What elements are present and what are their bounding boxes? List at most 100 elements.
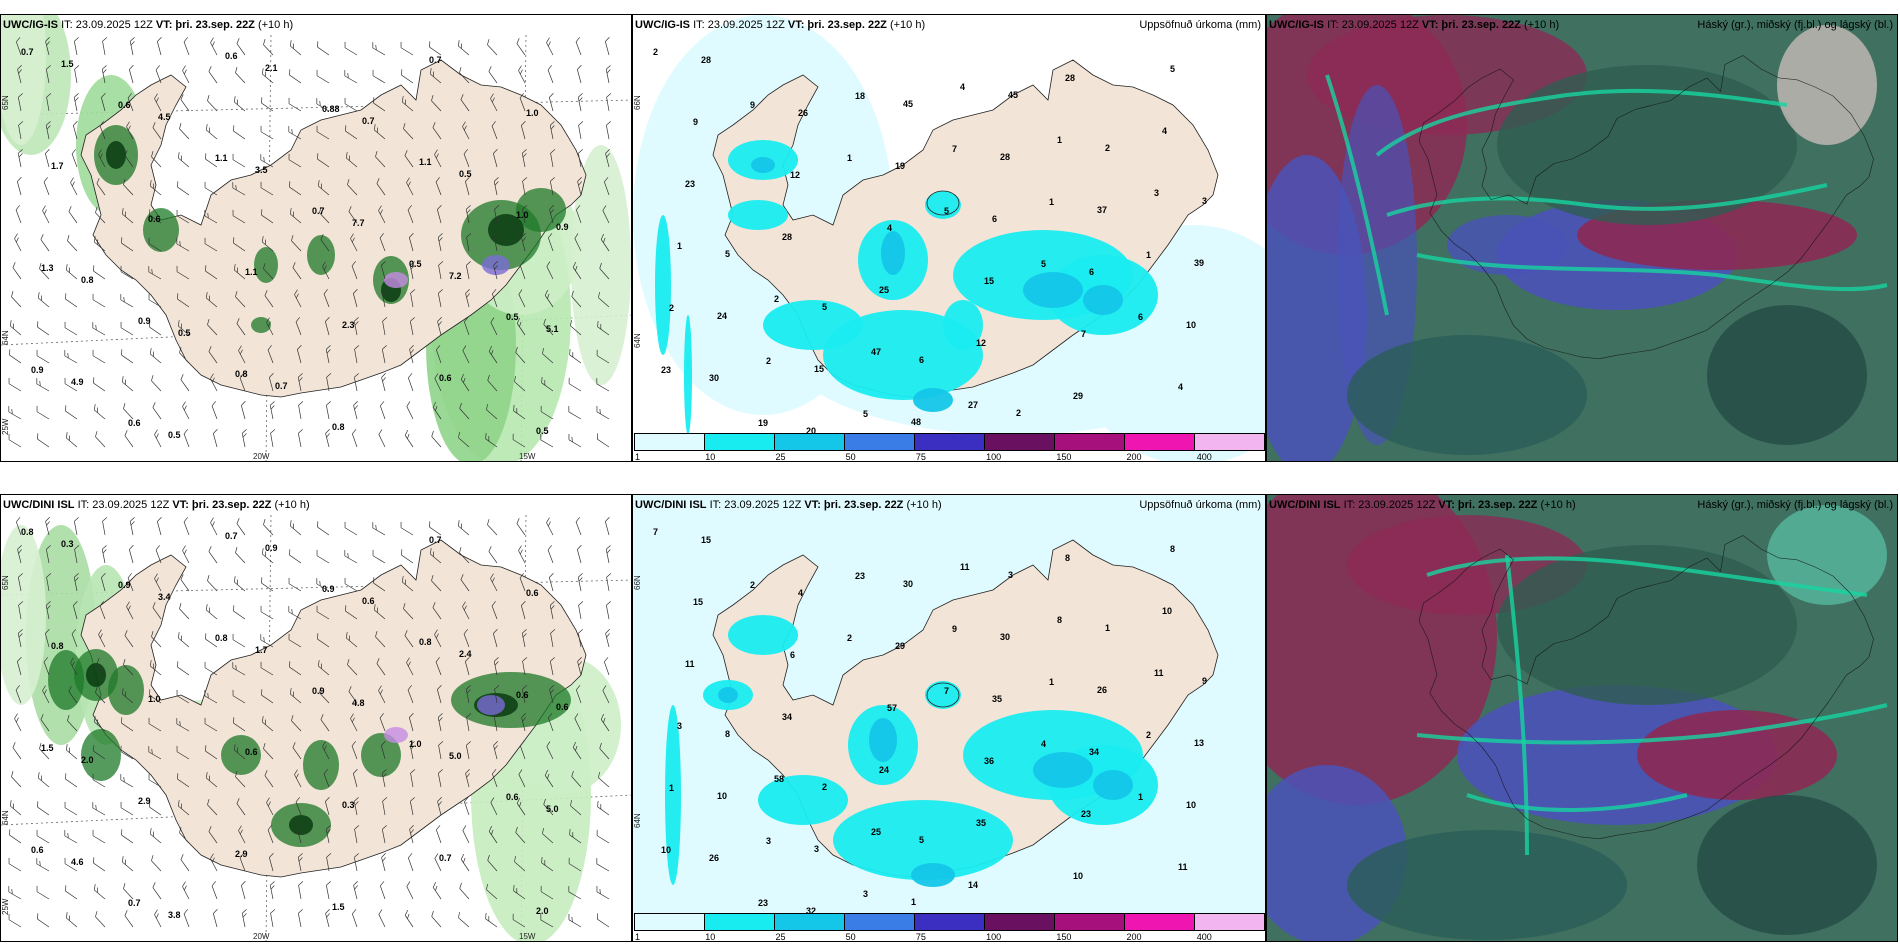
wind-barb bbox=[437, 797, 442, 816]
wind-barb bbox=[518, 769, 526, 788]
wind-barb bbox=[437, 205, 442, 224]
wind-barb bbox=[233, 264, 246, 280]
wind-barb bbox=[17, 65, 22, 84]
wind-barb bbox=[289, 40, 302, 56]
wind-barb bbox=[65, 744, 78, 760]
value-label: 32 bbox=[806, 906, 816, 916]
wind-barb bbox=[18, 601, 24, 620]
wind-barb bbox=[438, 741, 444, 760]
wind-barb bbox=[36, 885, 50, 900]
wind-barb bbox=[45, 65, 51, 84]
value-label: 28 bbox=[782, 232, 792, 242]
wind-barb bbox=[549, 601, 555, 620]
value-label: 9 bbox=[952, 624, 957, 634]
wind-barb bbox=[37, 433, 50, 448]
wind-barb bbox=[297, 429, 303, 448]
value-label: 23 bbox=[685, 179, 695, 189]
legend-swatch bbox=[1195, 914, 1265, 930]
wind-barb bbox=[577, 545, 582, 564]
value-label: 0.5 bbox=[409, 259, 422, 269]
wind-barb bbox=[578, 601, 584, 620]
value-label: 30 bbox=[709, 373, 719, 383]
wind-barb bbox=[570, 799, 582, 816]
wind-barb bbox=[148, 237, 162, 252]
value-label: 3 bbox=[863, 889, 868, 899]
value-label: 11 bbox=[1178, 862, 1188, 872]
wind-barb bbox=[403, 123, 414, 140]
value-label: 1.0 bbox=[148, 694, 161, 704]
wind-barb bbox=[460, 853, 470, 872]
legend-tick-label: 10 bbox=[705, 932, 716, 942]
wind-barb bbox=[381, 741, 386, 760]
precip-legend-bar bbox=[634, 433, 1265, 451]
wind-barb bbox=[120, 774, 134, 788]
wind-barb bbox=[437, 233, 443, 252]
wind-barb bbox=[46, 573, 52, 592]
wind-barb bbox=[521, 601, 526, 620]
wind-barb bbox=[177, 181, 190, 196]
value-label: 0.5 bbox=[459, 169, 472, 179]
value-label: 3 bbox=[677, 721, 682, 731]
wind-barb bbox=[73, 573, 79, 592]
wind-barb bbox=[431, 95, 442, 112]
wind-barb bbox=[121, 349, 134, 364]
wind-barb bbox=[381, 345, 387, 364]
wind-barb bbox=[572, 261, 582, 280]
wind-barb bbox=[518, 65, 526, 84]
wind-barb bbox=[101, 93, 106, 112]
wind-barb bbox=[8, 406, 22, 420]
wind-barb bbox=[205, 604, 218, 620]
wind-barb bbox=[95, 687, 106, 704]
cloud-map-dini-svg bbox=[1267, 495, 1897, 941]
wind-barb bbox=[241, 881, 246, 900]
wind-barb bbox=[93, 404, 106, 420]
legend-tick-label: 400 bbox=[1196, 932, 1212, 942]
wind-barb bbox=[575, 37, 582, 56]
wind-barb bbox=[378, 205, 386, 224]
wind-barb bbox=[15, 37, 22, 56]
wind-barb bbox=[37, 772, 50, 788]
wind-barb bbox=[151, 375, 162, 392]
wind-barb bbox=[36, 405, 50, 420]
wind-barb bbox=[605, 545, 611, 564]
wind-barb bbox=[569, 349, 582, 364]
wind-barb bbox=[266, 317, 274, 336]
wind-barb bbox=[351, 429, 358, 448]
wind-barb bbox=[123, 179, 134, 196]
wind-barb bbox=[515, 346, 526, 364]
lat-label-65n: 65N bbox=[1, 95, 10, 110]
wind-barb bbox=[409, 261, 415, 280]
value-label: 7 bbox=[944, 686, 949, 696]
panel-header: UWC/DINI ISL IT: 23.09.2025 12Z VT: þri.… bbox=[3, 499, 310, 511]
wind-barb bbox=[409, 345, 414, 364]
wind-barb bbox=[382, 317, 388, 336]
value-label: 4.6 bbox=[71, 857, 84, 867]
wind-barb bbox=[297, 853, 303, 872]
value-label: 0.9 bbox=[265, 543, 278, 553]
wind-barb bbox=[235, 67, 246, 84]
wind-barb bbox=[177, 632, 190, 648]
wind-barb bbox=[99, 121, 106, 140]
wind-barb bbox=[549, 121, 555, 140]
wind-barb bbox=[70, 657, 78, 676]
wind-barb bbox=[205, 153, 218, 168]
wind-barb bbox=[120, 801, 134, 816]
wind-barb bbox=[549, 93, 554, 112]
value-label: 9 bbox=[693, 117, 698, 127]
wind-barb bbox=[406, 881, 414, 900]
lat-label-64n: 64N bbox=[633, 333, 642, 348]
wind-barb bbox=[98, 629, 106, 648]
wind-barb bbox=[515, 826, 526, 844]
precip-legend-ticks: 1 10 25 50 75 100 150 200 400 bbox=[633, 932, 1265, 942]
wind-barb bbox=[458, 911, 470, 928]
wind-barb bbox=[577, 573, 583, 592]
wind-barb bbox=[542, 347, 554, 364]
value-label: 6 bbox=[919, 355, 924, 365]
wind-barb bbox=[73, 517, 79, 536]
wind-barb bbox=[549, 177, 555, 196]
wind-barb bbox=[491, 121, 498, 140]
legend-swatch bbox=[915, 914, 985, 930]
value-label: 4 bbox=[960, 82, 965, 92]
wind-barb bbox=[148, 773, 162, 788]
wind-barb bbox=[288, 577, 302, 592]
